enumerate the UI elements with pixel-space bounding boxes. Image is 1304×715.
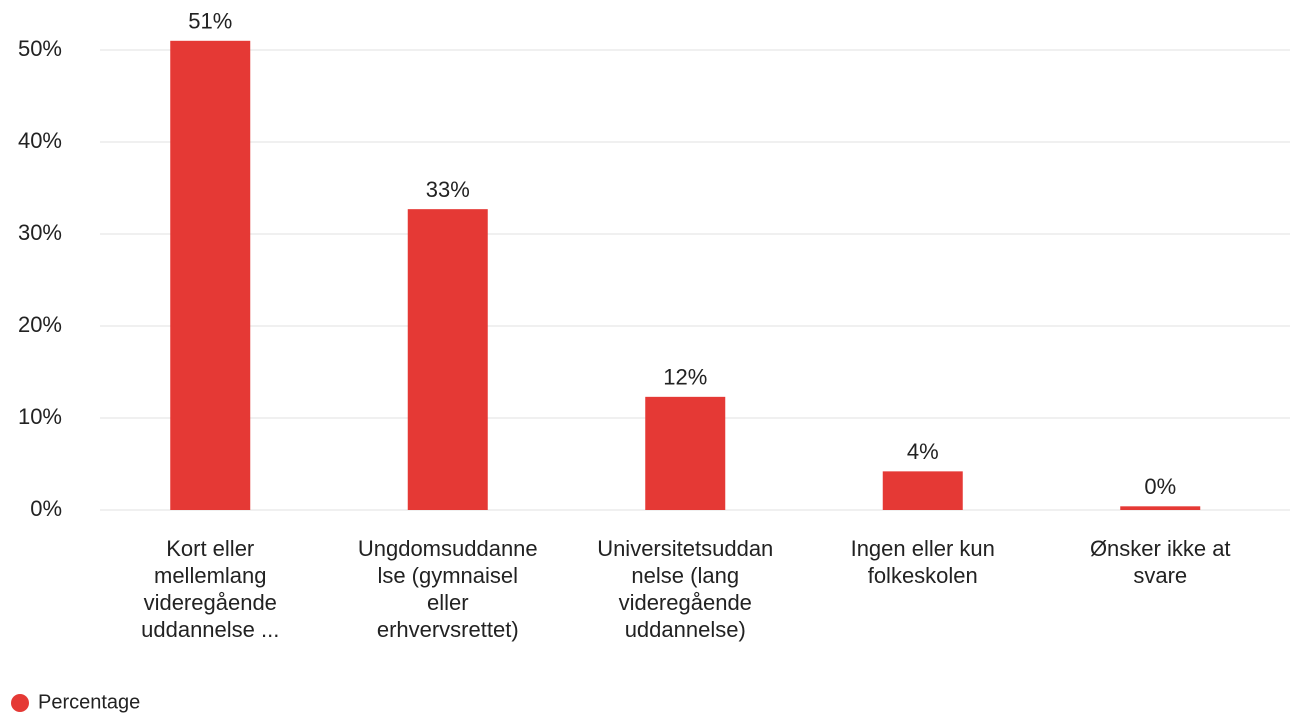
bar <box>170 40 251 511</box>
x-tick-label: Universitetsuddan nelse (lang videregående… <box>597 536 773 642</box>
value-label: 12% <box>663 365 707 390</box>
y-tick-label: 30% <box>18 220 62 245</box>
value-label: 51% <box>188 9 232 34</box>
value-label: 4% <box>907 439 939 464</box>
y-tick-label: 40% <box>18 128 62 153</box>
value-label: 0% <box>1144 474 1176 499</box>
legend-marker <box>11 694 29 712</box>
legend-label: Percentage <box>38 691 140 713</box>
x-tick-label: Ønsker ikke at svare <box>1090 536 1231 588</box>
y-tick-label: 10% <box>18 404 62 429</box>
value-label: 33% <box>426 177 470 202</box>
bar <box>1120 506 1201 510</box>
bar <box>882 471 963 510</box>
y-tick-label: 20% <box>18 312 62 337</box>
y-tick-label: 50% <box>18 36 62 61</box>
x-tick-label: Ingen eller kun folkeskolen <box>851 536 995 588</box>
y-tick-label: 0% <box>30 496 62 521</box>
x-tick-label: Kort eller mellemlang videregående uddannel… <box>141 536 279 642</box>
x-tick-label: Ungdomsuddanne lse (gymnaisel eller erhverv… <box>358 536 538 642</box>
bar <box>645 396 726 510</box>
bar <box>407 209 488 510</box>
